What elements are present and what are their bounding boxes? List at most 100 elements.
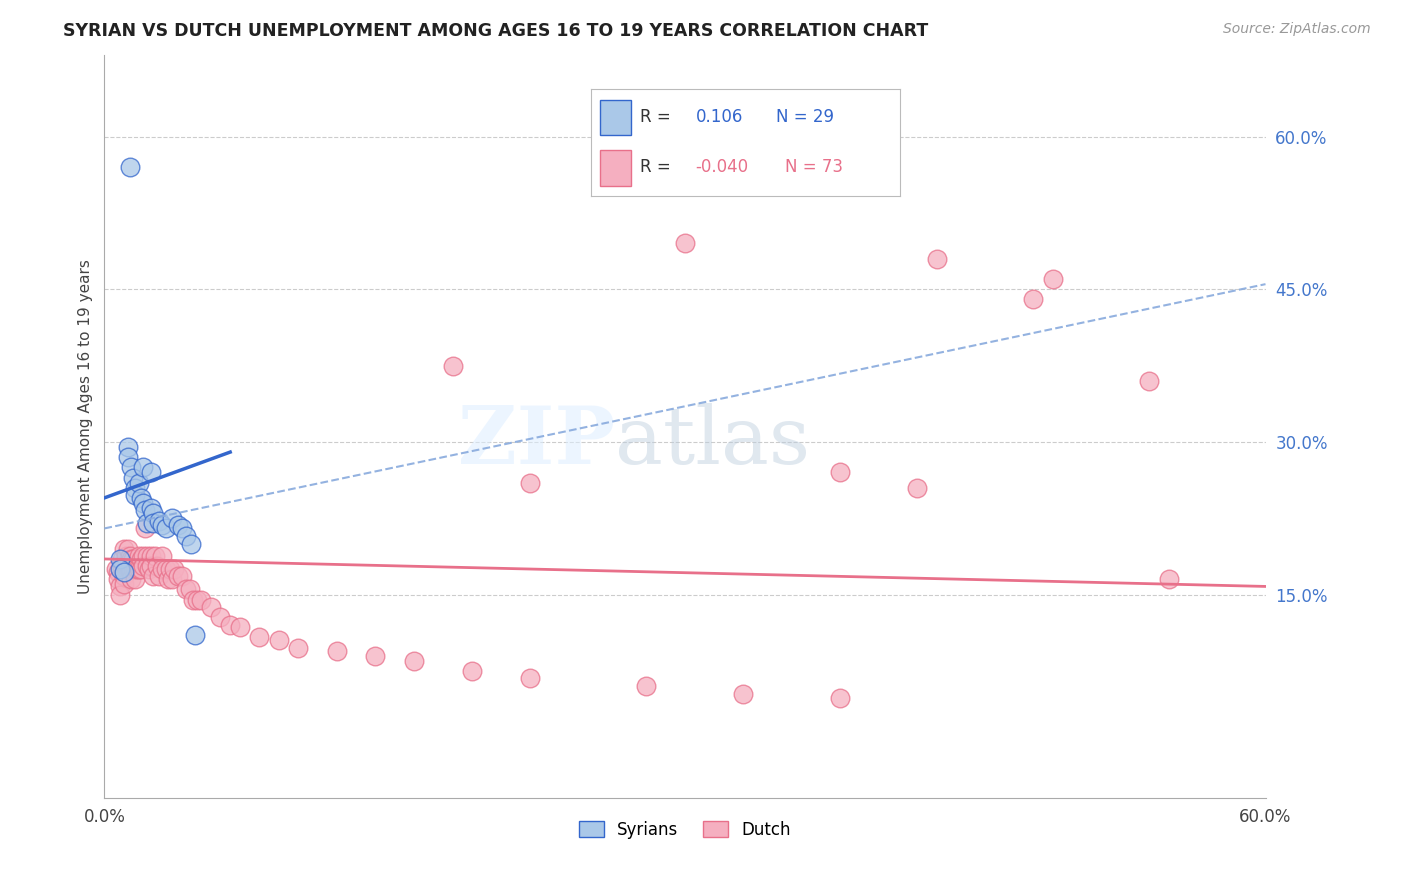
Point: [174, 582, 197, 597]
Point: [731, 687, 754, 701]
Point: [209, 610, 232, 624]
Point: [111, 552, 134, 566]
Point: [136, 516, 159, 531]
Point: [167, 569, 190, 583]
Point: [139, 466, 162, 480]
Point: [112, 569, 135, 583]
Point: [247, 630, 270, 644]
Point: [186, 592, 208, 607]
Text: Source: ZipAtlas.com: Source: ZipAtlas.com: [1223, 22, 1371, 37]
Y-axis label: Unemployment Among Ages 16 to 19 years: Unemployment Among Ages 16 to 19 years: [79, 260, 93, 594]
Text: ZIP: ZIP: [458, 402, 616, 481]
Point: [112, 565, 135, 579]
Text: -0.040: -0.040: [696, 159, 749, 177]
Point: [461, 664, 484, 678]
Point: [128, 562, 150, 576]
Point: [122, 562, 145, 576]
Text: N = 73: N = 73: [786, 159, 844, 177]
Point: [325, 643, 347, 657]
Point: [200, 599, 222, 614]
Point: [139, 559, 162, 574]
Point: [132, 549, 155, 563]
Point: [170, 569, 193, 583]
Point: [139, 501, 162, 516]
Point: [108, 562, 131, 576]
Point: [142, 569, 165, 583]
Point: [107, 565, 129, 579]
Point: [159, 562, 181, 576]
Point: [117, 450, 139, 465]
Bar: [600, 100, 631, 136]
Point: [127, 562, 149, 576]
Point: [519, 671, 541, 685]
Point: [118, 160, 141, 174]
Point: [673, 236, 696, 251]
Point: [145, 559, 167, 574]
Point: [112, 541, 135, 556]
Point: [1042, 272, 1064, 286]
Point: [112, 559, 135, 574]
Point: [124, 572, 146, 586]
Point: [183, 592, 205, 607]
Point: [122, 552, 145, 566]
Text: R =: R =: [640, 108, 676, 126]
Point: [155, 562, 177, 576]
Point: [117, 559, 139, 574]
Point: [132, 460, 155, 475]
Point: [117, 440, 139, 454]
Point: [155, 521, 177, 535]
Point: [114, 559, 136, 574]
Point: [143, 549, 166, 563]
Point: [441, 359, 464, 373]
Point: [925, 252, 948, 266]
Point: [190, 592, 212, 607]
Point: [287, 640, 309, 655]
Point: [117, 541, 139, 556]
Point: [138, 562, 160, 576]
Point: [229, 620, 252, 634]
Point: [167, 518, 190, 533]
Point: [124, 488, 146, 502]
Point: [636, 679, 658, 693]
Point: [1137, 374, 1160, 388]
Point: [402, 654, 425, 668]
Point: [132, 559, 155, 574]
Point: [118, 549, 141, 563]
Point: [128, 475, 150, 490]
Point: [905, 481, 928, 495]
Text: R =: R =: [640, 159, 676, 177]
Point: [121, 572, 143, 586]
Point: [108, 552, 131, 566]
Point: [122, 470, 145, 484]
Point: [132, 496, 155, 510]
Point: [152, 549, 174, 563]
Point: [121, 460, 143, 475]
Point: [134, 503, 156, 517]
Legend: Syrians, Dutch: Syrians, Dutch: [572, 814, 797, 846]
Text: SYRIAN VS DUTCH UNEMPLOYMENT AMONG AGES 16 TO 19 YEARS CORRELATION CHART: SYRIAN VS DUTCH UNEMPLOYMENT AMONG AGES …: [63, 22, 928, 40]
Point: [108, 588, 131, 602]
Point: [136, 559, 159, 574]
Point: [157, 572, 180, 586]
Point: [112, 577, 135, 591]
Point: [828, 466, 851, 480]
Point: [139, 549, 162, 563]
Point: [129, 552, 152, 566]
Point: [124, 481, 146, 495]
Point: [136, 549, 159, 563]
Point: [114, 549, 136, 563]
Point: [519, 475, 541, 490]
Point: [121, 552, 143, 566]
Point: [152, 562, 174, 576]
Point: [174, 528, 197, 542]
Point: [1022, 293, 1045, 307]
Point: [148, 514, 170, 528]
Point: [129, 562, 152, 576]
Text: 0.106: 0.106: [696, 108, 742, 126]
Point: [129, 491, 152, 505]
Bar: [600, 150, 631, 186]
Point: [184, 628, 207, 642]
Point: [267, 633, 290, 648]
Point: [364, 648, 387, 663]
Point: [118, 562, 141, 576]
